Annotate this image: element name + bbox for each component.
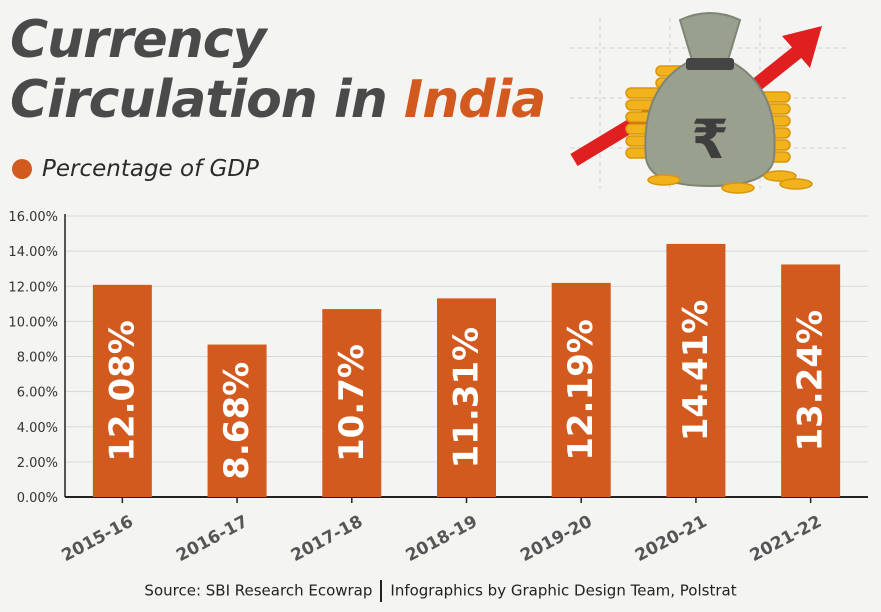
bar-value-label: 11.31% [447, 327, 487, 469]
credit-text: Infographics by Graphic Design Team, Pol… [390, 581, 737, 600]
legend: Percentage of GDP [12, 156, 259, 182]
y-tick-label: 2.00% [17, 456, 58, 471]
y-tick-label: 4.00% [17, 421, 58, 436]
y-tick-label: 8.00% [17, 351, 58, 366]
title-line-2: Circulation in [10, 70, 404, 130]
bar-2018-19 [437, 298, 496, 497]
legend-label: Percentage of GDP [42, 156, 259, 182]
y-tick-label: 0.00% [17, 491, 58, 506]
bar-value-label: 12.08% [102, 320, 142, 462]
legend-swatch [12, 159, 32, 179]
bar-value-label: 13.24% [791, 310, 831, 452]
title-accent: India [403, 70, 547, 130]
y-tick-label: 6.00% [17, 386, 58, 401]
money-bag-body-icon [644, 12, 776, 188]
bar-value-label: 14.41% [676, 300, 716, 442]
bar-value-label: 8.68% [217, 362, 257, 480]
y-tick-label: 10.00% [8, 315, 58, 330]
source-text: Source: SBI Research Ecowrap [144, 581, 373, 600]
title-line-1: Currency [10, 10, 266, 70]
x-tick-label: 2021-22 [747, 512, 825, 566]
y-tick-label: 14.00% [8, 245, 58, 260]
bar-2021-22 [781, 264, 841, 497]
money-bag-icon: ₹ [570, 12, 850, 194]
y-tick-label: 12.00% [8, 280, 58, 295]
bar-2020-21 [666, 243, 726, 497]
x-tick-label: 2016-17 [173, 512, 251, 566]
footer-divider [380, 580, 383, 602]
source-footer: Source: SBI Research Ecowrap Infographics… [0, 580, 881, 602]
x-tick-label: 2019-20 [517, 512, 595, 566]
x-tick-label: 2015-16 [58, 512, 136, 566]
x-tick-label: 2020-21 [632, 512, 710, 566]
arrow-head-icon [782, 26, 822, 68]
bar-value-label: 12.19% [561, 319, 601, 461]
money-bag-tie-icon [686, 58, 734, 70]
y-tick-label: 16.00% [8, 210, 58, 225]
bar-2017-18 [322, 309, 382, 497]
x-tick-label: 2018-19 [403, 512, 481, 566]
bar-chart: 0.00% 2.00% 4.00% 6.00% 8.00% 10.00% 12.00% 14.… [8, 210, 868, 566]
bar-2015-16 [92, 284, 152, 497]
x-tick-label: 2017-18 [288, 512, 366, 566]
bar-2019-20 [551, 282, 611, 497]
bar-2016-17 [207, 344, 267, 497]
chart-title: Currency Circulation in India [10, 10, 547, 130]
loose-coins-icon [647, 170, 813, 194]
rupee-symbol-icon: ₹ [691, 108, 729, 171]
bar-value-label: 10.7% [332, 344, 372, 462]
